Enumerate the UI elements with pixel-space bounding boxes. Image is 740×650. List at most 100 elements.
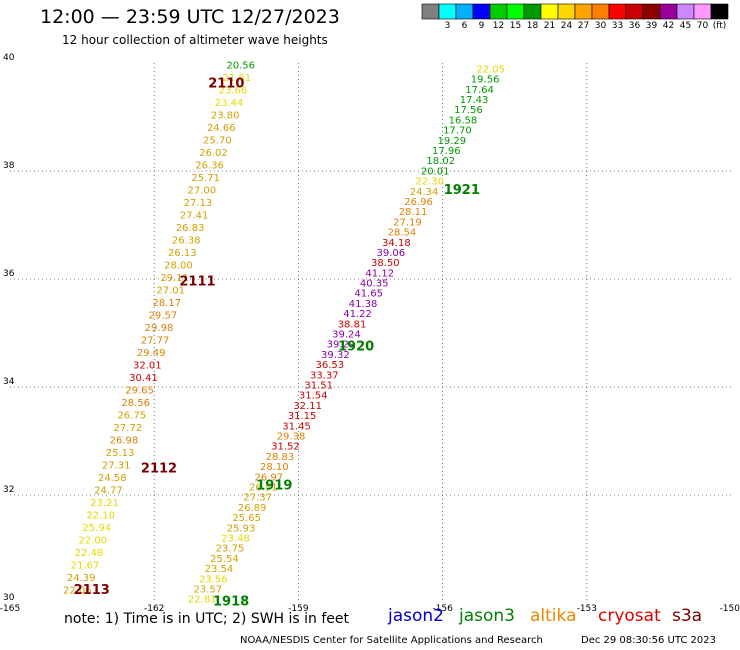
wave-height-value: 29.49 bbox=[137, 348, 166, 359]
colorbar-label: 36 bbox=[628, 21, 641, 31]
colorbar-label: 21 bbox=[543, 21, 556, 31]
wave-height-value: 27.31 bbox=[102, 461, 131, 472]
wave-height-value: 31.15 bbox=[288, 411, 317, 422]
wave-height-value: 22.00 bbox=[79, 536, 108, 547]
wave-height-value: 18.02 bbox=[426, 156, 455, 167]
wave-height-value: 31.51 bbox=[304, 381, 333, 392]
wave-height-value: 28.17 bbox=[152, 298, 181, 309]
wave-height-value: 27.19 bbox=[393, 217, 422, 228]
colorbar-label: (ft) bbox=[712, 21, 727, 31]
wave-height-value: 17.43 bbox=[460, 95, 489, 106]
colorbar-swatch bbox=[557, 3, 576, 20]
wave-height-value: 38.50 bbox=[371, 258, 400, 269]
lon-tick-label: -162 bbox=[144, 604, 164, 614]
wave-height-value: 25.93 bbox=[227, 523, 256, 534]
wave-height-value: 26.96 bbox=[404, 197, 433, 208]
colorbar-label: 70 bbox=[696, 21, 709, 31]
colorbar-swatch bbox=[523, 3, 542, 20]
pass-number-label: 2112 bbox=[141, 461, 177, 476]
wave-height-value: 26.89 bbox=[238, 503, 267, 514]
wave-height-value: 25.71 bbox=[191, 173, 220, 184]
colorbar-label: 24 bbox=[560, 21, 573, 31]
wave-height-value: 31.52 bbox=[271, 442, 300, 453]
wave-height-value: 32.01 bbox=[133, 361, 162, 372]
colorbar-label: 18 bbox=[526, 21, 539, 31]
pass-number-label: 1920 bbox=[338, 339, 374, 354]
wave-height-value: 34.18 bbox=[382, 238, 411, 249]
wave-height-value: 38.81 bbox=[338, 319, 367, 330]
wave-height-value: 25.94 bbox=[82, 523, 111, 534]
satellite-legend-cryosat: cryosat bbox=[598, 606, 661, 626]
lon-tick-label: -156 bbox=[432, 604, 453, 614]
wave-height-value: 41.65 bbox=[354, 289, 383, 300]
lon-tick-label: -159 bbox=[288, 604, 309, 614]
wave-height-value: 23.57 bbox=[193, 584, 222, 595]
colorbar-swatch bbox=[489, 3, 508, 20]
colorbar-label: 15 bbox=[509, 21, 522, 31]
colorbar-swatch bbox=[540, 3, 559, 20]
wave-height-value: 23.44 bbox=[215, 98, 244, 109]
colorbar-label: 39 bbox=[645, 21, 658, 31]
colorbar-swatch bbox=[693, 3, 712, 20]
wave-height-value: 27.01 bbox=[156, 286, 185, 297]
wave-height-value: 22.05 bbox=[476, 64, 505, 75]
wave-height-value: 24.66 bbox=[207, 123, 236, 134]
wave-height-value: 16.58 bbox=[449, 115, 478, 126]
wave-height-value: 33.37 bbox=[310, 370, 339, 381]
wave-height-value: 28.00 bbox=[164, 261, 193, 272]
wave-height-value: 39.29 bbox=[327, 340, 356, 351]
wave-height-value: 29.98 bbox=[145, 323, 174, 334]
wave-height-value: 26.97 bbox=[255, 472, 284, 483]
wave-height-value: 29.57 bbox=[149, 311, 178, 322]
wave-height-value: 26.51 bbox=[249, 483, 278, 494]
wave-height-value: 17.70 bbox=[443, 126, 472, 137]
wave-height-value: 20.56 bbox=[226, 61, 255, 72]
wave-height-value: 26.83 bbox=[176, 223, 205, 234]
colorbar-swatch bbox=[676, 3, 695, 20]
wave-height-value: 30.41 bbox=[129, 373, 158, 384]
colorbar-swatch bbox=[710, 3, 729, 20]
wave-height-value: 29.38 bbox=[277, 432, 306, 443]
colorbar-swatch bbox=[472, 3, 491, 20]
colorbar-swatch bbox=[506, 3, 525, 20]
wave-height-value: 41.12 bbox=[365, 268, 394, 279]
wave-height-value: 29.11 bbox=[160, 273, 189, 284]
lon-tick-label: -153 bbox=[577, 604, 597, 614]
wave-height-value: 31.45 bbox=[282, 421, 311, 432]
wave-height-value: 20.01 bbox=[421, 166, 450, 177]
wave-height-value: 24.34 bbox=[410, 187, 439, 198]
footnote: note: 1) Time is in UTC; 2) SWH is in fe… bbox=[64, 611, 350, 627]
wave-height-value: 36.53 bbox=[316, 360, 345, 371]
colorbar-swatch bbox=[608, 3, 627, 20]
wave-height-value: 22.10 bbox=[86, 511, 115, 522]
colorbar-label: 30 bbox=[594, 21, 607, 31]
colorbar-label: 33 bbox=[611, 21, 624, 31]
wave-height-value: 22.30 bbox=[415, 177, 444, 188]
lat-tick-label: 32 bbox=[3, 485, 14, 495]
wave-height-value: 25.13 bbox=[106, 448, 135, 459]
wave-height-value: 40.35 bbox=[360, 279, 389, 290]
colorbar-swatch bbox=[591, 3, 610, 20]
wave-height-value: 22.81 bbox=[188, 595, 217, 606]
colorbar-swatch bbox=[438, 3, 457, 20]
generated-timestamp: Dec 29 08:30:56 UTC 2023 bbox=[581, 635, 716, 646]
wave-height-value: 28.54 bbox=[388, 228, 417, 239]
colorbar-label: 42 bbox=[662, 21, 675, 31]
colorbar-label: 12 bbox=[492, 21, 505, 31]
lon-tick-label: -165 bbox=[0, 604, 20, 614]
wave-height-value: 32.11 bbox=[293, 401, 322, 412]
wave-height-value: 24.58 bbox=[98, 473, 127, 484]
wave-height-value: 26.36 bbox=[195, 161, 224, 172]
wave-height-value: 19.56 bbox=[471, 75, 500, 86]
colorbar-swatch bbox=[574, 3, 593, 20]
wave-height-value: 31.54 bbox=[299, 391, 328, 402]
wave-height-value: 21.67 bbox=[71, 561, 100, 572]
lat-tick-label: 38 bbox=[3, 161, 15, 171]
satellite-legend-jason2: jason2 bbox=[388, 606, 444, 626]
wave-height-value: 39.06 bbox=[377, 248, 406, 259]
pass-number-label: 1921 bbox=[444, 183, 480, 198]
wave-height-value: 28.56 bbox=[121, 398, 150, 409]
pass-number-label: 1918 bbox=[213, 594, 249, 609]
colorbar-label: 6 bbox=[461, 21, 468, 31]
map-subtitle: 12 hour collection of altimeter wave hei… bbox=[62, 33, 328, 47]
